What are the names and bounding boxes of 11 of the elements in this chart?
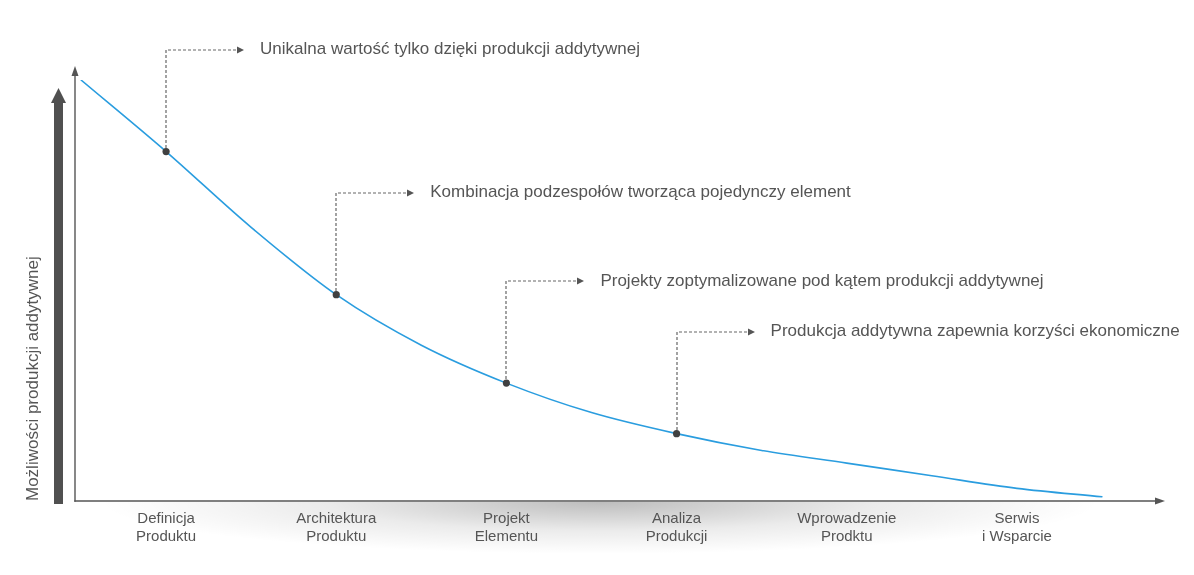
x-tick-label: Architektura Produktu [296,509,377,545]
x-tick-label: Analiza Produkcji [645,509,708,545]
x-tick-label: Serwis i Wsparcie [981,509,1052,545]
annotation: Kombinacja podzespołów tworząca pojedynczy element [430,182,852,202]
annotation: Unikalna wartość tylko dzięki produkcji addytywnej [260,39,640,59]
x-tick-label: Wprowadzenie Prodktu [797,509,897,545]
x-tick-label: Definicja Produktu [136,509,197,545]
annotation: Produkcja addytywna zapewnia korzyści ekonomiczne [770,321,1180,341]
x-tick-label: Projekt Elementu [474,509,539,545]
y-axis-title: Możliwości produkcji addytywnej [22,256,42,501]
annotation: Projekty zoptymalizowane pod kątem produkcji addytywnej [600,270,1044,290]
